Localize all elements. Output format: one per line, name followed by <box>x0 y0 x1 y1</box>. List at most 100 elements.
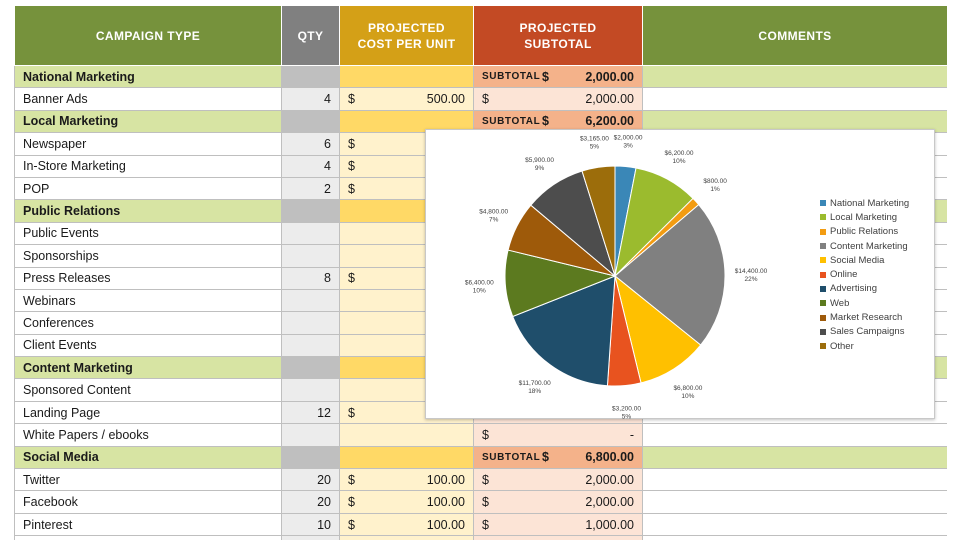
subtotal-cell[interactable]: $1,000.00 <box>473 512 643 537</box>
cost-cell[interactable] <box>339 535 474 540</box>
cost-cell[interactable] <box>339 109 474 134</box>
category-name-cell[interactable]: Content Marketing <box>14 356 282 380</box>
cost-cell[interactable]: $100.00 <box>339 512 474 537</box>
comments-cell[interactable] <box>642 445 947 470</box>
subtotal-cell[interactable]: SUBTOTAL $6,800.00 <box>473 445 643 470</box>
subtotal-cell[interactable]: $ - <box>473 423 643 447</box>
legend-item[interactable]: Online <box>820 267 909 281</box>
qty-cell[interactable]: 20 <box>281 490 340 514</box>
item-name-cell[interactable]: Landing Page <box>14 400 282 425</box>
item-name-cell[interactable]: Client Events <box>14 333 282 358</box>
qty-cell[interactable] <box>281 423 340 447</box>
qty-cell[interactable]: 12 <box>281 400 340 425</box>
subtotal-cell[interactable]: SUBTOTAL $2,000.00 <box>473 64 643 89</box>
legend-item[interactable]: Other <box>820 339 909 353</box>
pie-slice[interactable] <box>614 274 702 384</box>
qty-cell[interactable] <box>281 64 340 89</box>
qty-cell[interactable] <box>281 378 340 402</box>
item-name-cell[interactable]: Sponsored Content <box>14 378 282 402</box>
qty-cell[interactable]: 2 <box>281 176 340 201</box>
item-name-cell[interactable]: Facebook <box>14 490 282 514</box>
qty-cell[interactable]: 4 <box>281 87 340 111</box>
comments-cell[interactable] <box>642 423 947 447</box>
qty-cell[interactable] <box>281 244 340 268</box>
qty-cell[interactable] <box>281 288 340 313</box>
cost-cell[interactable] <box>339 423 474 447</box>
comments-cell[interactable] <box>642 468 947 492</box>
legend-item[interactable]: Content Marketing <box>820 239 909 253</box>
qty-cell[interactable] <box>281 109 340 134</box>
header-projected-subtotal[interactable]: PROJECTED SUBTOTAL <box>473 5 643 66</box>
category-name-cell[interactable]: Local Marketing <box>14 109 282 134</box>
slice-percent-label: 10% <box>473 288 486 295</box>
currency-symbol: $ <box>348 472 355 487</box>
item-name-cell[interactable]: Public Events <box>14 221 282 246</box>
pie-slice[interactable] <box>512 275 616 387</box>
header-comments[interactable]: COMMENTS <box>642 5 947 66</box>
header-projected-cost[interactable]: PROJECTED COST PER UNIT <box>339 5 474 66</box>
item-name-cell[interactable]: Conferences <box>14 311 282 335</box>
qty-cell[interactable]: 20 <box>281 468 340 492</box>
currency-symbol: $ <box>348 181 355 196</box>
qty-cell[interactable] <box>281 199 340 223</box>
header-qty[interactable]: QTY <box>281 5 340 66</box>
subtotal-cell[interactable] <box>473 535 643 540</box>
item-name-cell[interactable]: Twitter <box>14 468 282 492</box>
qty-cell[interactable]: 4 <box>281 154 340 178</box>
qty-cell[interactable] <box>281 356 340 380</box>
comments-cell[interactable] <box>642 512 947 537</box>
legend-item[interactable]: National Marketing <box>820 196 909 210</box>
legend-item[interactable]: Public Relations <box>820 225 909 239</box>
subtotal-cell[interactable]: SUBTOTAL $6,200.00 <box>473 109 643 134</box>
legend-item[interactable]: Market Research <box>820 310 909 324</box>
budget-pie-chart[interactable]: $2,000.00 3% $6,200.00 10% $800.00 1% $14,400.… <box>425 129 935 420</box>
item-name-cell[interactable]: POP <box>14 176 282 201</box>
cost-cell[interactable]: $500.00 <box>339 87 474 111</box>
legend-label: Web <box>830 297 850 309</box>
item-name-cell[interactable]: Press Releases <box>14 266 282 290</box>
subtotal-value: 2,000.00 <box>585 69 634 84</box>
item-name-cell[interactable]: Banner Ads <box>14 87 282 111</box>
qty-cell[interactable] <box>281 333 340 358</box>
item-name-cell[interactable]: In-Store Marketing <box>14 154 282 178</box>
item-name-cell[interactable]: White Papers / ebooks <box>14 423 282 447</box>
header-campaign-type[interactable]: CAMPAIGN TYPE <box>14 5 282 66</box>
category-name-cell[interactable]: National Marketing <box>14 64 282 89</box>
subtotal-cell[interactable]: $2,000.00 <box>473 468 643 492</box>
qty-cell[interactable]: 6 <box>281 132 340 156</box>
cost-cell[interactable]: $100.00 <box>339 490 474 514</box>
qty-cell[interactable]: 10 <box>281 512 340 537</box>
item-name-cell[interactable]: Sponsorships <box>14 244 282 268</box>
legend-swatch <box>820 271 826 278</box>
item-name-cell[interactable]: Newspaper <box>14 132 282 156</box>
cost-cell[interactable] <box>339 64 474 89</box>
legend-item[interactable]: Local Marketing <box>820 210 909 224</box>
qty-cell[interactable] <box>281 221 340 246</box>
cost-cell[interactable] <box>339 445 474 470</box>
cost-cell[interactable]: $100.00 <box>339 468 474 492</box>
legend-item[interactable]: Web <box>820 296 909 310</box>
legend-label: Public Relations <box>830 226 899 238</box>
qty-cell[interactable]: 8 <box>281 266 340 290</box>
comments-cell[interactable] <box>642 490 947 514</box>
pie-slice[interactable] <box>581 165 616 277</box>
comments-cell[interactable] <box>642 535 947 540</box>
pie-slice[interactable] <box>614 203 726 346</box>
qty-cell[interactable] <box>281 535 340 540</box>
category-name-cell[interactable]: Public Relations <box>14 199 282 223</box>
legend-item[interactable]: Social Media <box>820 253 909 267</box>
category-name-cell[interactable]: Social Media <box>14 445 282 470</box>
qty-cell[interactable] <box>281 311 340 335</box>
subtotal-cell[interactable]: $2,000.00 <box>473 87 643 111</box>
item-name-cell[interactable]: Pinterest <box>14 512 282 537</box>
legend-item[interactable]: Sales Campaigns <box>820 325 909 339</box>
subtotal-value: 2,000.00 <box>585 92 634 107</box>
comments-cell[interactable] <box>642 87 947 111</box>
comments-cell[interactable] <box>642 64 947 89</box>
item-name-cell[interactable] <box>14 535 282 540</box>
qty-cell[interactable] <box>281 445 340 470</box>
legend-item[interactable]: Advertising <box>820 282 909 296</box>
subtotal-cell[interactable]: $2,000.00 <box>473 490 643 514</box>
item-name-cell[interactable]: Webinars <box>14 288 282 313</box>
currency-symbol: $ <box>482 92 489 107</box>
